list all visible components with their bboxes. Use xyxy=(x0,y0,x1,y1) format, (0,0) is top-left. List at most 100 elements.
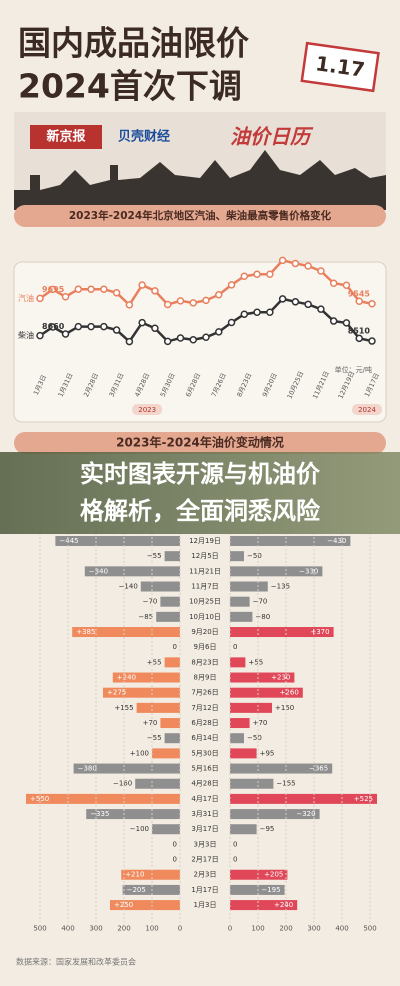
line-card xyxy=(13,261,387,423)
bar xyxy=(230,551,244,562)
point xyxy=(304,262,312,270)
bar xyxy=(230,581,268,592)
category-label: 3月17日 xyxy=(191,825,218,833)
point xyxy=(291,298,300,306)
category-label: 1月3日 xyxy=(194,901,217,909)
point xyxy=(368,300,376,308)
category-label: 6月28日 xyxy=(191,719,218,727)
point xyxy=(266,270,274,279)
section1-title: 2023年-2024年北京地区汽油、柴油最高零售价格变化 xyxy=(69,209,332,222)
x-tick-label: 200 xyxy=(279,924,292,932)
section2-pill xyxy=(14,432,386,454)
bar xyxy=(112,672,180,683)
point xyxy=(368,337,376,345)
category-label: 2月3日 xyxy=(194,871,217,879)
value-label: +210 xyxy=(125,871,144,879)
category-label: 4月17日 xyxy=(191,795,218,803)
bar xyxy=(230,778,274,789)
title-line2: 2024首次下调 xyxy=(18,67,242,106)
value-label: −140 xyxy=(119,583,138,591)
point xyxy=(329,279,338,288)
bar xyxy=(84,566,180,577)
bar xyxy=(86,809,180,820)
value-label: −155 xyxy=(276,780,295,788)
bar xyxy=(230,687,303,698)
point xyxy=(202,333,210,342)
value-label: +240 xyxy=(117,674,136,682)
value-label: +240 xyxy=(274,901,293,909)
point xyxy=(100,322,108,331)
x-tick-label: 100 xyxy=(145,924,158,932)
category-label: 5月30日 xyxy=(191,749,218,757)
value-label: +205 xyxy=(264,871,283,879)
value-label: −80 xyxy=(255,613,270,621)
x-tick-label: 500 xyxy=(363,924,376,932)
unit: 单位：元/吨 xyxy=(335,365,372,374)
bar xyxy=(136,702,180,713)
end-label: 9545 xyxy=(348,289,371,298)
bar xyxy=(122,884,180,895)
value-label: +70 xyxy=(143,719,158,727)
bar xyxy=(152,824,180,835)
section2-title: 2023年-2024年油价变动情况 xyxy=(116,435,284,450)
value-label: −70 xyxy=(253,598,268,606)
bar xyxy=(55,536,180,546)
value-label: 0 xyxy=(233,856,237,864)
category-label: 10月10日 xyxy=(189,613,221,621)
value-label: −55 xyxy=(147,734,162,742)
bar xyxy=(230,702,272,713)
point xyxy=(342,281,351,289)
category-label: 9月20日 xyxy=(191,628,218,636)
x-tick-label: 400 xyxy=(61,924,74,932)
value-label: +370 xyxy=(310,628,329,636)
point xyxy=(202,296,210,305)
point xyxy=(49,323,57,331)
bar xyxy=(230,627,334,638)
value-label: −50 xyxy=(247,734,262,742)
bar xyxy=(140,581,180,592)
year-badge xyxy=(352,404,382,415)
category-label: 5月16日 xyxy=(191,765,218,773)
banner-line: 格解析，全面洞悉风险 xyxy=(80,497,321,525)
value-label: +55 xyxy=(248,658,263,666)
bar xyxy=(230,611,253,622)
category-label: 2月17日 xyxy=(191,856,218,864)
point xyxy=(176,334,185,342)
point xyxy=(125,337,134,346)
x-tick-label: 500 xyxy=(33,924,46,932)
bar xyxy=(230,809,320,820)
category-label: 6月14日 xyxy=(191,734,218,742)
x-tick-label: 0 xyxy=(228,924,232,932)
value-label: −55 xyxy=(147,552,162,560)
bar xyxy=(230,718,250,729)
value-label: 0 xyxy=(233,643,237,651)
value-label: +230 xyxy=(271,674,290,682)
skyline xyxy=(14,150,386,210)
bar xyxy=(230,672,295,683)
x-tick-label: 300 xyxy=(307,924,320,932)
value-label: +385 xyxy=(76,628,95,636)
point xyxy=(74,285,83,293)
category-label: 3月3日 xyxy=(194,840,217,848)
start-label: 9695 xyxy=(42,285,65,294)
bar xyxy=(230,793,377,804)
banner-line: 实时图表开源与机油价 xyxy=(80,460,321,488)
point xyxy=(240,310,249,318)
x-tick-label: 300 xyxy=(89,924,102,932)
point xyxy=(278,256,287,265)
point xyxy=(317,305,325,313)
bar xyxy=(110,900,180,911)
x-tick-label: 400 xyxy=(335,924,348,932)
category-label: 11月21日 xyxy=(189,567,221,575)
value-label: +260 xyxy=(280,689,299,697)
logo1: 新京报 xyxy=(46,129,86,145)
value-label: −195 xyxy=(261,886,280,894)
bar xyxy=(160,596,180,607)
point xyxy=(151,287,159,295)
point xyxy=(355,334,363,343)
value-label: 0 xyxy=(173,643,177,651)
point xyxy=(112,289,121,297)
point xyxy=(278,295,287,303)
point xyxy=(329,317,338,325)
